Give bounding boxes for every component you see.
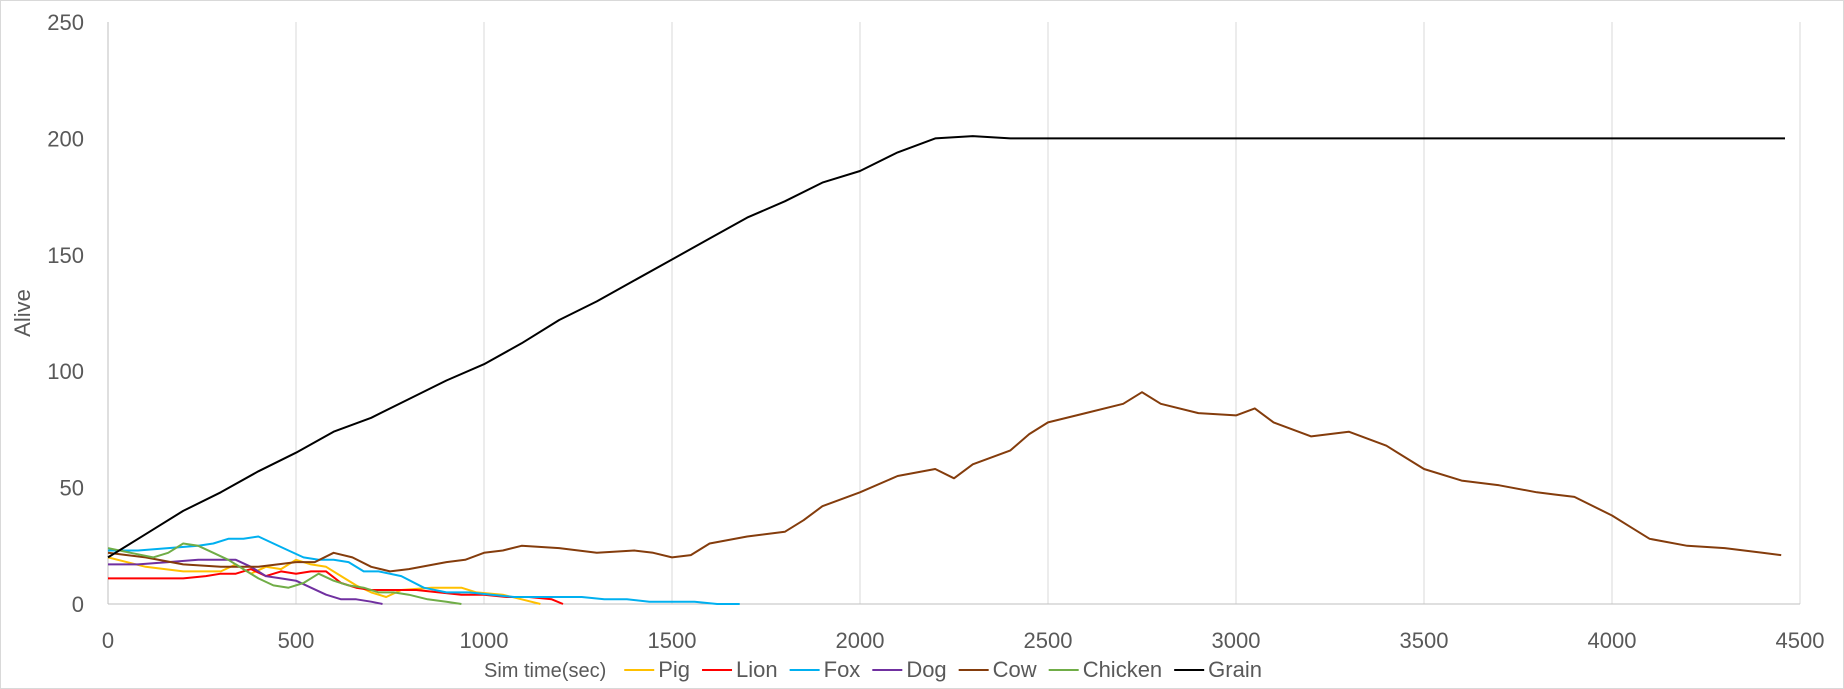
- legend-label-fox: Fox: [824, 657, 861, 682]
- legend-label-chicken: Chicken: [1083, 657, 1162, 682]
- legend: Sim time(sec) Pig Lion Fox Dog Cow Chicken Gra…: [484, 657, 1262, 682]
- x-tick-label: 4500: [1776, 628, 1825, 653]
- x-tick-label: 4000: [1588, 628, 1637, 653]
- y-tick-label: 0: [72, 592, 84, 617]
- y-tick-label: 250: [47, 10, 84, 35]
- series-line-chicken: [107, 542, 462, 605]
- axes: 0 500 1000 1500 2000 2500 3000 3500 4000 4500 0 50 1…: [47, 10, 1824, 653]
- series-line-fox: [108, 535, 740, 605]
- legend-label-cow: Cow: [993, 657, 1037, 682]
- x-tick-label: 500: [278, 628, 315, 653]
- legend-label-dog: Dog: [906, 657, 946, 682]
- x-tick-label: 1500: [648, 628, 697, 653]
- x-tick-label: 2500: [1024, 628, 1073, 653]
- series-lines: [107, 135, 1785, 605]
- series-line-pig: [107, 556, 541, 605]
- x-axis-title: Sim time(sec): [484, 660, 606, 682]
- series-line-cow: [107, 391, 1782, 573]
- x-tick-label: 3500: [1400, 628, 1449, 653]
- series-line-grain: [107, 135, 1785, 559]
- legend-label-pig: Pig: [658, 657, 690, 682]
- x-tick-label: 2000: [836, 628, 885, 653]
- x-tick-label: 0: [102, 628, 114, 653]
- legend-label-grain: Grain: [1208, 657, 1262, 682]
- y-tick-label: 100: [47, 359, 84, 384]
- y-axis-title: Alive: [10, 289, 35, 337]
- y-tick-label: 200: [47, 126, 84, 151]
- x-tick-label: 1000: [460, 628, 509, 653]
- y-tick-label: 50: [60, 476, 84, 501]
- gridlines: [295, 22, 1801, 604]
- series-line-lion: [108, 568, 564, 605]
- series-line-dog: [108, 558, 383, 605]
- legend-label-lion: Lion: [736, 657, 778, 682]
- y-tick-label: 150: [47, 243, 84, 268]
- x-tick-label: 3000: [1212, 628, 1261, 653]
